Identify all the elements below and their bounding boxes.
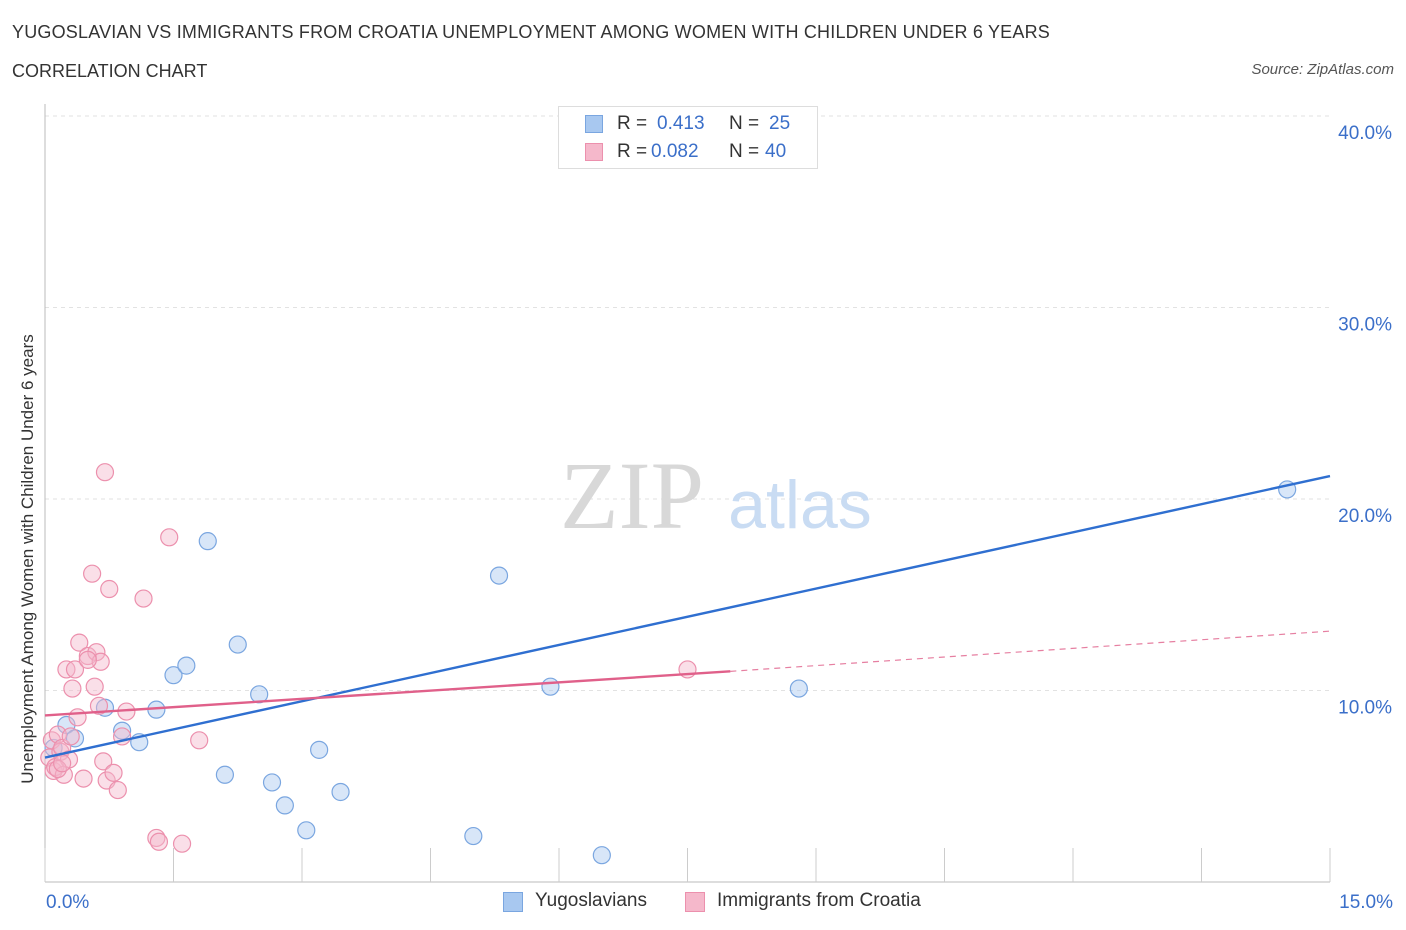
legend-swatch — [685, 892, 705, 912]
legend-r-label: R = — [617, 113, 648, 134]
y-tick-label: 30.0% — [1338, 315, 1392, 336]
legend-label: Immigrants from Croatia — [717, 890, 921, 911]
legend-swatch-croatia — [585, 143, 603, 161]
watermark-zip: ZIP — [560, 442, 704, 549]
data-point — [85, 677, 104, 696]
legend-label: Yugoslavians — [535, 890, 647, 911]
stats-legend: R = 0.413 N = 25 R = 0.082 N = 40 — [558, 106, 818, 169]
data-point — [275, 796, 294, 815]
data-point — [74, 769, 93, 788]
data-point — [134, 589, 153, 608]
data-point — [541, 677, 560, 696]
data-point — [89, 696, 109, 715]
trend-line — [44, 474, 1331, 759]
x-tick-label: 15.0% — [1339, 892, 1393, 913]
data-point — [108, 780, 127, 800]
watermark-atlas: atlas — [728, 467, 872, 543]
data-point — [53, 754, 72, 773]
data-point — [94, 752, 113, 771]
data-point — [198, 532, 217, 551]
trend-line — [44, 670, 731, 717]
data-point — [489, 566, 509, 585]
data-point — [310, 740, 329, 759]
data-point — [297, 821, 316, 840]
data-point — [63, 679, 82, 698]
data-point — [464, 826, 483, 846]
data-point — [262, 773, 282, 792]
y-tick-label: 20.0% — [1338, 506, 1392, 527]
data-point — [172, 834, 192, 853]
data-point — [190, 731, 209, 750]
watermark: ZIP atlas — [560, 442, 872, 549]
legend-swatch-yugoslavians — [585, 115, 603, 133]
legend-r-label: R = — [617, 141, 648, 162]
data-point — [228, 635, 247, 654]
data-point — [65, 660, 85, 679]
y-axis-label: Unemployment Among Women with Children U… — [18, 334, 37, 783]
data-point — [160, 528, 179, 547]
data-point — [164, 666, 183, 685]
data-point — [112, 721, 132, 740]
legend-n-value: 25 — [769, 113, 791, 134]
data-point — [789, 679, 808, 698]
data-point — [177, 656, 196, 675]
data-point — [78, 650, 97, 669]
data-point — [149, 832, 169, 851]
trend-lines — [44, 474, 1331, 759]
legend-r-value: 0.413 — [657, 113, 705, 134]
data-point — [331, 782, 350, 802]
data-point — [95, 463, 115, 482]
x-tick-label: 0.0% — [46, 892, 89, 913]
y-tick-label: 10.0% — [1338, 698, 1392, 719]
data-point — [592, 846, 611, 865]
data-point — [68, 708, 87, 727]
legend-n-label: N = — [729, 113, 760, 134]
trend-line-extension — [730, 630, 1331, 672]
source-label: Source: ZipAtlas.com — [1251, 61, 1394, 78]
data-point — [215, 765, 234, 784]
grid-lines — [45, 115, 1330, 691]
y-tick-label: 40.0% — [1338, 123, 1392, 144]
data-point — [70, 633, 89, 652]
x-tick-labels: 0.0% 15.0% — [46, 892, 1393, 913]
axes — [44, 104, 1331, 883]
data-point — [83, 564, 102, 583]
y-tick-labels: 10.0% 20.0% 30.0% 40.0% — [1338, 123, 1392, 719]
legend-swatch — [503, 892, 523, 912]
legend-n-value: 40 — [765, 141, 787, 162]
data-point — [100, 579, 119, 599]
data-point — [104, 763, 123, 782]
chart-title: YUGOSLAVIAN VS IMMIGRANTS FROM CROATIA U… — [12, 22, 1050, 42]
legend-n-label: N = — [729, 141, 760, 162]
legend-r-value: 0.082 — [651, 141, 699, 162]
data-point — [61, 727, 80, 746]
chart-subtitle: CORRELATION CHART — [12, 61, 208, 81]
